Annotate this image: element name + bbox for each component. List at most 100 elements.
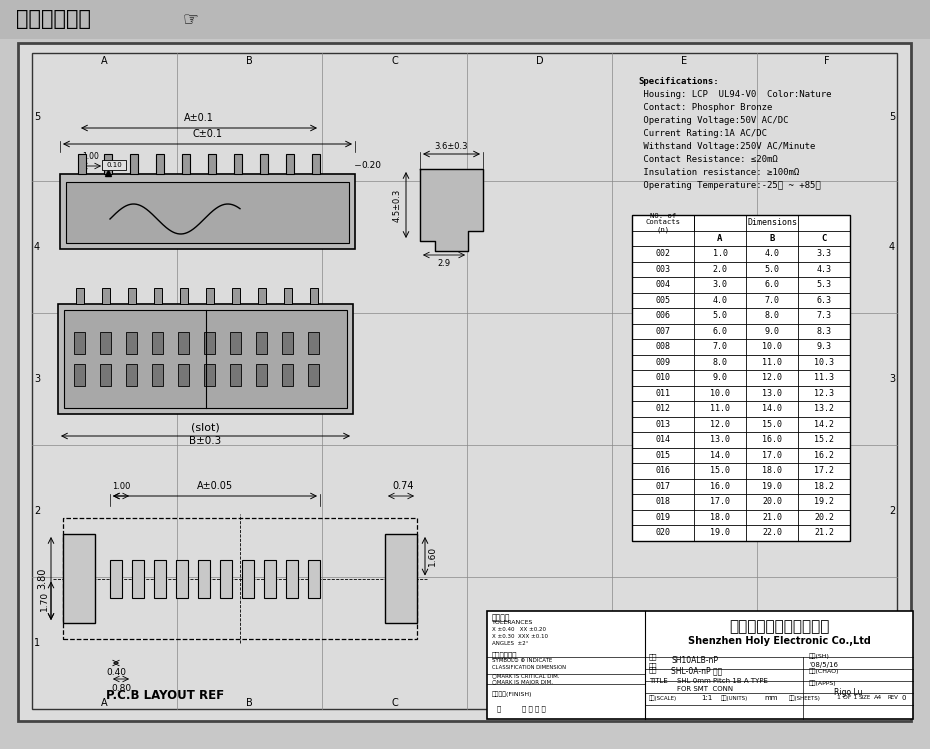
Text: SYMBOL⊙ ⊕ INDICATE: SYMBOL⊙ ⊕ INDICATE: [492, 658, 552, 663]
Text: 表面处理(FINISH): 表面处理(FINISH): [492, 691, 533, 697]
Text: C: C: [392, 698, 398, 708]
Text: 5: 5: [33, 112, 40, 122]
Bar: [286, 560, 298, 598]
Text: 6.0: 6.0: [712, 327, 727, 336]
Text: 8.3: 8.3: [817, 327, 831, 336]
Text: 005: 005: [656, 296, 671, 305]
Bar: [264, 560, 276, 598]
Text: 在线图纸下载: 在线图纸下载: [16, 9, 91, 29]
Bar: [74, 364, 85, 386]
Bar: [204, 332, 215, 354]
Bar: [104, 154, 112, 174]
Text: 5.0: 5.0: [712, 312, 727, 321]
Text: Withstand Voltage:250V AC/Minute: Withstand Voltage:250V AC/Minute: [638, 142, 816, 151]
Text: 3.6±0.3: 3.6±0.3: [434, 142, 468, 151]
Text: Shenzhen Holy Electronic Co.,Ltd: Shenzhen Holy Electronic Co.,Ltd: [687, 636, 870, 646]
Bar: [308, 332, 319, 354]
Text: FOR SMT  CONN: FOR SMT CONN: [677, 686, 733, 692]
Text: 8.0: 8.0: [712, 358, 727, 367]
Bar: [152, 332, 163, 354]
Text: 1:1: 1:1: [701, 695, 712, 701]
Bar: [198, 560, 210, 598]
Text: 图号: 图号: [649, 662, 658, 669]
Text: 1.00: 1.00: [112, 482, 130, 491]
Bar: [284, 288, 292, 304]
Bar: [126, 364, 137, 386]
Text: 0: 0: [901, 695, 906, 701]
Bar: [63, 518, 417, 639]
Text: 7.3: 7.3: [817, 312, 831, 321]
Text: 010: 010: [656, 373, 671, 382]
Bar: [230, 332, 241, 354]
Text: 014: 014: [656, 435, 671, 444]
Text: 品名: 品名: [649, 666, 658, 673]
Text: A±0.05: A±0.05: [197, 481, 233, 491]
Text: Current Rating:1A AC/DC: Current Rating:1A AC/DC: [638, 129, 767, 138]
Text: 2.9: 2.9: [437, 259, 450, 268]
Text: 4.3: 4.3: [817, 264, 831, 273]
Text: 8.0: 8.0: [764, 312, 779, 321]
Bar: [76, 288, 84, 304]
Text: '08/5/16: '08/5/16: [809, 662, 838, 668]
Text: 单位(UNITS): 单位(UNITS): [721, 695, 749, 700]
Text: 12.0: 12.0: [762, 373, 782, 382]
Text: F: F: [824, 698, 830, 708]
Bar: [66, 182, 349, 243]
Bar: [130, 154, 138, 174]
Text: 一般公差: 一般公差: [492, 613, 511, 622]
Bar: [260, 154, 268, 174]
Text: 0.20: 0.20: [361, 160, 381, 169]
Text: 19.2: 19.2: [814, 497, 834, 506]
Bar: [256, 364, 267, 386]
Text: 工程: 工程: [649, 653, 658, 660]
Text: 002: 002: [656, 249, 671, 258]
Bar: [256, 332, 267, 354]
Text: 比例(SCALE): 比例(SCALE): [649, 695, 677, 700]
Bar: [64, 310, 347, 408]
Text: (slot): (slot): [192, 423, 219, 433]
Bar: [208, 154, 216, 174]
Text: 1.0: 1.0: [712, 249, 727, 258]
Text: 18.0: 18.0: [710, 513, 730, 522]
Text: 008: 008: [656, 342, 671, 351]
Text: 4.0: 4.0: [712, 296, 727, 305]
Text: 拟: 拟: [497, 705, 501, 712]
Text: 5.0: 5.0: [764, 264, 779, 273]
Text: CLASSIFICATION DIMENSION: CLASSIFICATION DIMENSION: [492, 665, 566, 670]
Text: 007: 007: [656, 327, 671, 336]
Text: 12.0: 12.0: [710, 419, 730, 428]
Bar: [230, 364, 241, 386]
Text: D: D: [536, 56, 543, 66]
Bar: [180, 288, 188, 304]
Bar: [308, 560, 320, 598]
Text: 检验(APPS): 检验(APPS): [809, 680, 837, 685]
Polygon shape: [420, 169, 483, 251]
Text: 6.0: 6.0: [764, 280, 779, 289]
Bar: [154, 560, 166, 598]
Bar: [182, 154, 190, 174]
Bar: [178, 364, 189, 386]
Text: 11.3: 11.3: [814, 373, 834, 382]
Text: A: A: [101, 56, 108, 66]
Text: A4: A4: [874, 695, 883, 700]
Text: 制图(SH): 制图(SH): [809, 653, 830, 658]
Bar: [100, 332, 111, 354]
Bar: [312, 154, 320, 174]
Text: 2: 2: [889, 506, 895, 516]
Bar: [286, 154, 294, 174]
Text: 6.3: 6.3: [817, 296, 831, 305]
Text: 3: 3: [33, 374, 40, 384]
Bar: [258, 288, 266, 304]
Text: Contact: Phosphor Bronze: Contact: Phosphor Bronze: [638, 103, 773, 112]
Text: 3: 3: [889, 374, 895, 384]
Text: 17.0: 17.0: [762, 451, 782, 460]
Text: SHL-0A-nP 立贴: SHL-0A-nP 立贴: [671, 666, 723, 675]
Text: Dimensions: Dimensions: [747, 218, 797, 227]
Text: 14.2: 14.2: [814, 419, 834, 428]
Text: 11.0: 11.0: [710, 404, 730, 413]
Bar: [63, 534, 95, 623]
Text: ○MARK IS MAJOR DIM.: ○MARK IS MAJOR DIM.: [492, 680, 553, 685]
Text: 4: 4: [889, 242, 895, 252]
Text: 审 核 批 准: 审 核 批 准: [522, 705, 546, 712]
Text: 16.2: 16.2: [814, 451, 834, 460]
